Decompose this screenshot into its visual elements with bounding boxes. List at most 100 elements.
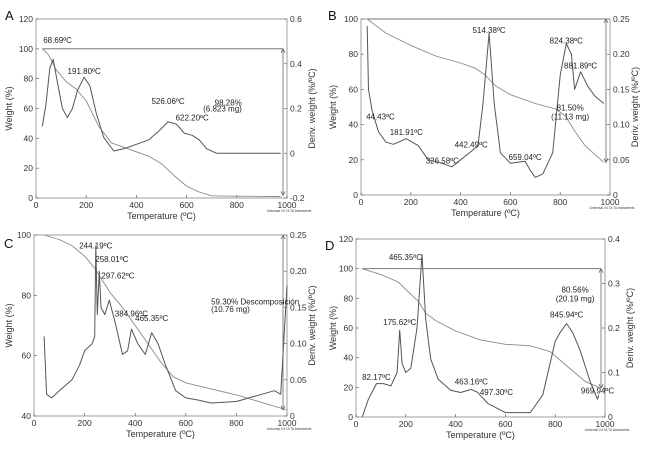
- y2-tick-label: 0.25: [290, 230, 307, 240]
- y-tick-label: 20: [24, 163, 34, 173]
- panel-d: D0 200 400 600 800 100002040608010012000.10.2…: [325, 234, 635, 440]
- y-tick-label: 100: [17, 230, 31, 240]
- panel-label: D: [325, 238, 334, 253]
- plot-frame: [33, 234, 288, 417]
- instrument-credit: Universal V4.7A TA Instruments: [267, 209, 312, 213]
- x-tick-label: 1000: [278, 200, 297, 210]
- arrow-down-icon: [603, 158, 609, 164]
- peak-annotation: 244.19ºC: [79, 242, 112, 251]
- peak-annotation: 59.30% Descomposición: [211, 297, 299, 306]
- peak-annotation: 81.50%: [557, 104, 584, 113]
- y2-axis-label: Deriv. weight (%/ºC): [625, 288, 635, 368]
- y-tick-label: 40: [349, 120, 359, 130]
- arrow-down-icon: [280, 191, 286, 197]
- y2-tick-label: 0: [290, 411, 295, 421]
- arrow-up-icon: [280, 47, 286, 54]
- y-tick-label: 120: [339, 234, 353, 244]
- y-tick-label: 20: [344, 382, 354, 392]
- y-tick-label: 80: [22, 290, 32, 300]
- peak-annotation: 68.69ºC: [43, 36, 72, 45]
- y2-tick-label: 0.4: [290, 59, 302, 69]
- y2-tick-label: 0.15: [613, 84, 630, 94]
- x-tick-label: 1000: [278, 418, 297, 428]
- y-axis-label: Weight (%): [4, 86, 14, 130]
- y2-tick-label: 0: [608, 412, 613, 422]
- y-tick-label: 60: [344, 323, 354, 333]
- panel-b: B0 200 400 600 800 100002040608010000.050.100…: [328, 8, 640, 218]
- weight-curve: [41, 48, 281, 197]
- peak-annotation: 465.35ºC: [389, 253, 422, 262]
- x-tick-label: 1000: [596, 419, 615, 429]
- peak-annotation: 659.04ºC: [509, 153, 542, 162]
- x-tick-label: 600: [503, 197, 517, 207]
- instrument-credit: Universal V4.7A TA Instruments: [267, 427, 312, 431]
- peak-annotation: 80.56%: [562, 285, 589, 294]
- panel-label: B: [328, 8, 337, 23]
- y2-tick-label: 0.2: [608, 323, 620, 333]
- x-axis-label: Temperature (ºC): [126, 429, 195, 439]
- y-tick-label: 20: [349, 155, 359, 165]
- peak-annotation: (10.76 mg): [211, 305, 250, 314]
- y-tick-label: 0: [353, 190, 358, 200]
- arrow-up-icon: [598, 267, 604, 273]
- x-tick-label: 400: [454, 197, 468, 207]
- y-tick-label: 60: [22, 351, 32, 361]
- derivative-curve: [366, 25, 605, 178]
- y2-tick-label: 0.20: [613, 49, 630, 59]
- y-tick-label: 60: [349, 84, 359, 94]
- x-tick-label: 400: [449, 419, 463, 429]
- y-tick-label: 60: [24, 104, 34, 114]
- panel-label: A: [5, 8, 14, 23]
- panel-label: C: [4, 236, 13, 251]
- y2-tick-label: 0.15: [290, 302, 307, 312]
- peak-annotation: 497.30ºC: [480, 388, 513, 397]
- arrow-down-icon: [598, 383, 604, 390]
- x-tick-label: 800: [553, 197, 567, 207]
- y2-tick-label: 0: [290, 148, 295, 158]
- peak-annotation: 258.01ºC: [95, 255, 128, 264]
- y-tick-label: 40: [344, 353, 354, 363]
- y2-axis-label: Deriv. weight (%/ºC): [307, 285, 317, 365]
- peak-annotation: 384.96ºC: [115, 309, 148, 318]
- x-tick-label: 0: [354, 419, 359, 429]
- y2-tick-label: 0.05: [613, 155, 630, 165]
- peak-annotation: 463.16ºC: [455, 377, 488, 386]
- peak-annotation: 44.43ºC: [366, 112, 395, 121]
- instrument-credit: Universal V4.7A TA Instruments: [585, 428, 630, 432]
- y-tick-label: 100: [19, 44, 33, 54]
- x-tick-label: 600: [180, 200, 194, 210]
- peak-annotation: (6.823 mg): [203, 104, 242, 113]
- peak-annotation: 175.62ºC: [383, 318, 416, 327]
- arrow-up-icon: [280, 234, 286, 240]
- y2-tick-label: 0.2: [290, 104, 302, 114]
- x-tick-label: 200: [404, 197, 418, 207]
- y-tick-label: 100: [344, 14, 358, 24]
- y-tick-label: 0: [28, 193, 33, 203]
- peak-annotation: 82.17ºC: [362, 373, 391, 382]
- y2-tick-label: 0.05: [290, 375, 307, 385]
- peak-annotation: 181.91ºC: [390, 128, 423, 137]
- weight-curve: [362, 268, 599, 388]
- y2-tick-label: 0.6: [290, 14, 302, 24]
- x-tick-label: 800: [548, 419, 562, 429]
- x-axis-label: Temperature (ºC): [446, 430, 515, 440]
- plot-frame: [35, 18, 288, 199]
- y-tick-label: 80: [344, 293, 354, 303]
- x-tick-label: 0: [32, 418, 37, 428]
- derivative-curve: [41, 58, 281, 154]
- x-axis-label: Temperature (ºC): [451, 208, 520, 218]
- peak-annotation: (20.19 mg): [556, 294, 595, 303]
- weight-curve: [366, 18, 605, 163]
- y2-tick-label: 0.10: [290, 339, 307, 349]
- x-tick-label: 400: [129, 200, 143, 210]
- y-axis-label: Weight (%): [328, 306, 338, 350]
- panel-c: C0 200 400 600 800 100040608010000.050.100.15…: [4, 230, 317, 439]
- x-tick-label: 800: [229, 418, 243, 428]
- x-tick-label: 800: [230, 200, 244, 210]
- weight-curve: [43, 234, 288, 411]
- peak-annotation: 845.94ºC: [550, 311, 583, 320]
- y2-tick-label: 0.25: [613, 14, 630, 24]
- y2-axis-label: Deriv. weight (%/ºC): [630, 67, 640, 147]
- x-tick-label: 400: [128, 418, 142, 428]
- x-tick-label: 200: [399, 419, 413, 429]
